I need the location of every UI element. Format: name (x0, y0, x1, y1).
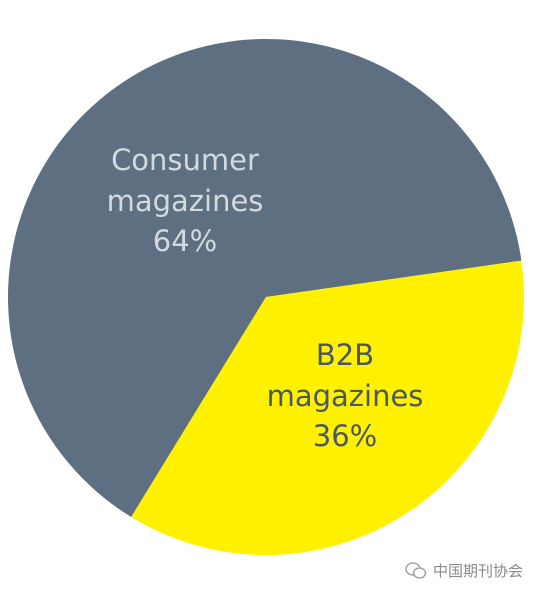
value-label: 64% (152, 224, 218, 259)
pie-slice (7, 38, 522, 517)
wechat-icon (405, 561, 427, 579)
slice-label: B2B magazines 36% (260, 335, 430, 457)
watermark: 中国期刊协会 (405, 560, 523, 581)
category-label: Consumer magazines (106, 143, 264, 218)
pie-slice (131, 260, 524, 555)
category-label: B2B magazines (266, 338, 424, 413)
value-label: 36% (312, 419, 378, 454)
slice-label: Consumer magazines 64% (100, 140, 270, 262)
watermark-text: 中国期刊协会 (432, 562, 523, 580)
